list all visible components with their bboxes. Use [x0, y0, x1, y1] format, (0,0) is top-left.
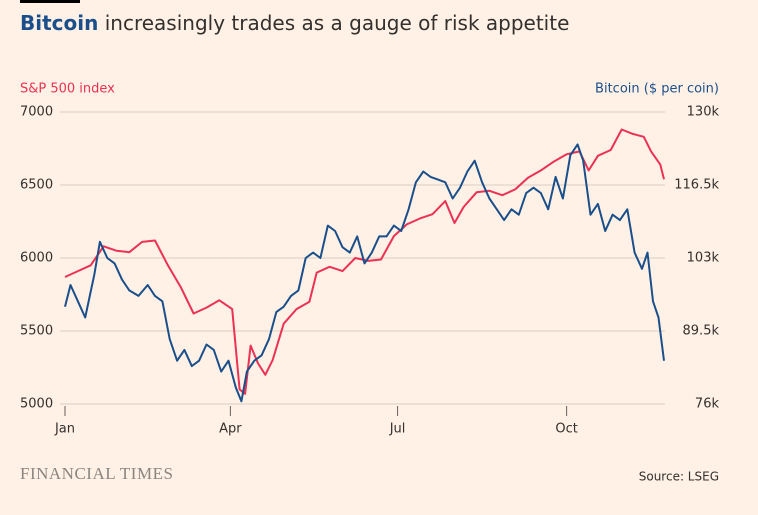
x-tick-label: Oct [555, 422, 577, 437]
y2-tick-label: 89.5k [683, 324, 720, 339]
x-tick-label: Jul [389, 422, 406, 437]
y-axis-label: S&P 500 index [20, 82, 115, 97]
y2-tick-label: 76k [695, 397, 720, 412]
y-tick-label: 6000 [20, 251, 53, 266]
header-bar [20, 0, 80, 3]
y2-tick-label: 116.5k [674, 178, 719, 193]
y2-axis-label: Bitcoin ($ per coin) [595, 82, 719, 97]
y-tick-label: 6500 [20, 178, 53, 193]
y2-tick-label: 130k [687, 105, 720, 120]
series-line [64, 143, 665, 403]
y-tick-label: 5000 [20, 397, 53, 412]
x-tick-label: Apr [219, 422, 242, 437]
brand: FINANCIAL TIMES [20, 464, 173, 483]
y2-tick-label: 103k [687, 251, 720, 266]
source: Source: LSEG [639, 470, 719, 484]
y-tick-label: 7000 [20, 105, 53, 120]
chart-title: Bitcoin increasingly trades as a gauge o… [20, 11, 569, 35]
x-tick-label: Jan [54, 422, 75, 437]
y-tick-label: 5500 [20, 324, 53, 339]
